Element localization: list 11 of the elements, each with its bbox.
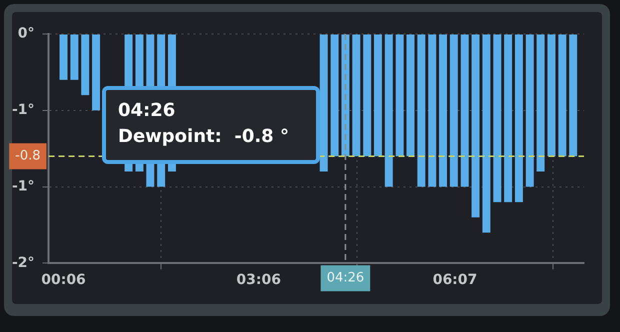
x-tick-label: 06:07: [432, 272, 478, 288]
x-tick-label: 03:06: [236, 272, 281, 288]
annotation: 04:26: [118, 99, 176, 123]
ref-line-label: -0.8: [15, 148, 41, 164]
annotation: Dewpoint: -0.8 °: [118, 125, 290, 149]
ref-line-label: 04:26: [326, 270, 364, 286]
y-tick-label: -1°: [12, 178, 35, 194]
y-tick-label: 0°: [18, 26, 35, 42]
x-tick-label: 00:06: [41, 272, 86, 288]
y-tick-label: -2°: [12, 254, 35, 271]
y-tick-label: -1°: [12, 102, 35, 118]
